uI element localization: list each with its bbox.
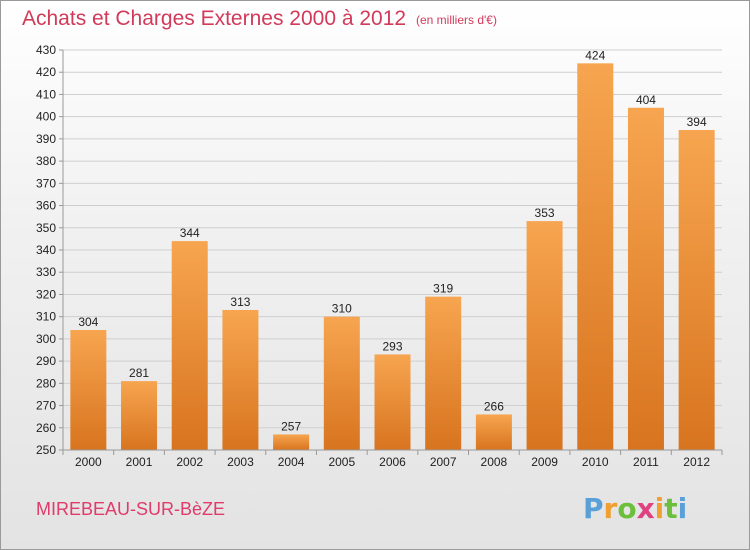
bar [121,381,158,450]
y-tick-label: 380 [36,154,56,168]
bars [70,63,715,451]
x-axis-ticks: 2000 2001 2002 2003 2004 2005 2006 2007 2008 2009… [62,450,723,469]
bar-value-label: 404 [636,93,656,107]
logo-letter: t [664,492,677,525]
y-axis-ticks: 250 260 270 280 290 300 310 320 330 340 350 360 370 3… [36,43,63,457]
logo-letter: x [637,492,655,525]
logo-letter: P [583,492,604,525]
y-tick-label: 330 [36,265,56,279]
commune-name: MIREBEAU-SUR-BèZE [36,499,225,519]
x-tick-label: 2010 [582,455,609,469]
x-tick-label: 2003 [227,455,254,469]
y-tick-label: 290 [36,354,56,368]
y-tick-label: 270 [36,399,56,413]
y-tick-label: 250 [36,443,56,457]
y-tick-label: 300 [36,332,56,346]
bar [171,241,208,450]
y-tick-label: 340 [36,243,56,257]
bar [222,310,259,450]
logo-letter: o [617,492,636,525]
x-tick-label: 2004 [278,455,305,469]
y-tick-label: 310 [36,310,56,324]
x-tick-label: 2007 [430,455,457,469]
y-tick-label: 400 [36,110,56,124]
y-tick-label: 430 [36,43,56,57]
bar-value-label: 394 [687,115,707,129]
logo-letter: i [678,492,688,525]
x-tick-label: 2006 [379,455,406,469]
x-tick-label: 2001 [126,455,153,469]
logo-letter: r [604,492,618,525]
y-tick-label: 410 [36,87,56,101]
bar-value-label: 266 [484,399,504,413]
bar-value-label: 319 [433,282,453,296]
x-tick-label: 2005 [328,455,355,469]
bar [678,130,715,450]
bar [577,63,614,450]
y-tick-label: 370 [36,176,56,190]
bar [475,414,512,450]
x-tick-label: 2012 [683,455,710,469]
bar-value-label: 424 [585,48,605,62]
bar [323,316,360,450]
bar [526,221,563,450]
logo-letter: i [655,492,665,525]
bar-value-label: 313 [230,295,250,309]
bar-value-label: 353 [535,206,555,220]
x-tick-label: 2009 [531,455,558,469]
y-tick-label: 360 [36,199,56,213]
y-tick-label: 280 [36,376,56,390]
bar-value-label: 281 [129,366,149,380]
bar [627,107,664,451]
x-tick-label: 2000 [75,455,102,469]
x-tick-label: 2008 [481,455,508,469]
bar [425,296,462,450]
y-tick-label: 320 [36,287,56,301]
bar-value-label: 304 [78,315,98,329]
chart-title: Achats et Charges Externes 2000 à 2012 [22,7,406,30]
bar-value-label: 257 [281,419,301,433]
bar [70,330,107,450]
bar [273,434,310,450]
bar-value-labels: 304 281 344 313 257 310 293 319 266 353 424 404 394 [78,48,707,433]
bar-value-label: 310 [332,302,352,316]
bar-value-label: 293 [382,339,402,353]
chart-subtitle: (en milliers d'€) [416,13,497,27]
y-tick-label: 350 [36,221,56,235]
bar-value-label: 344 [180,226,200,240]
bar [374,354,411,450]
y-tick-label: 420 [36,65,56,79]
y-tick-label: 260 [36,421,56,435]
proxiti-logo: Proxiti [583,492,687,525]
x-tick-label: 2002 [176,455,203,469]
y-tick-label: 390 [36,132,56,146]
x-tick-label: 2011 [633,455,659,469]
